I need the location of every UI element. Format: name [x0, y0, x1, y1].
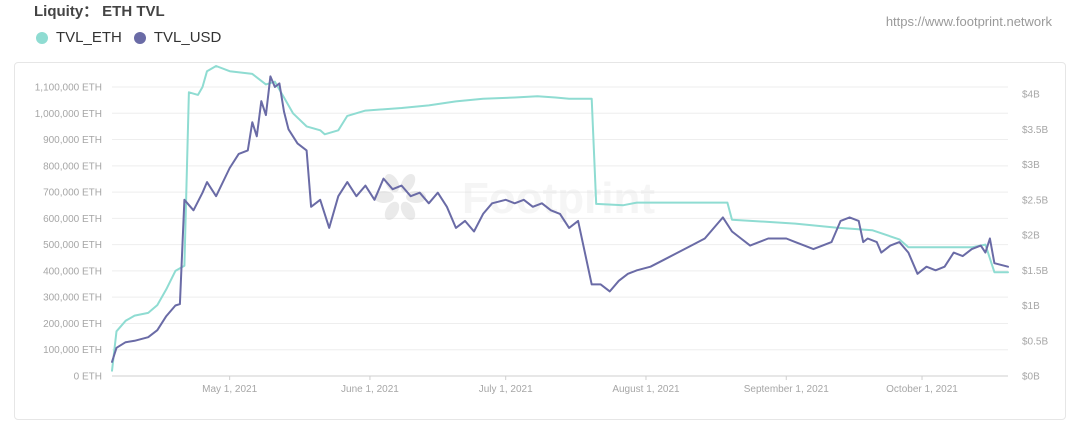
- y-right-tick-label: $1B: [1022, 301, 1040, 312]
- watermark-text: Footprint: [462, 174, 655, 223]
- y-right-tick-label: $1.5B: [1022, 266, 1048, 277]
- y-left-tick-label: 100,000 ETH: [43, 345, 102, 356]
- y-left-tick-label: 700,000 ETH: [43, 188, 102, 199]
- watermark-logo-petal: [400, 201, 416, 221]
- series-line-tvl-eth: [111, 65, 1009, 372]
- legend: TVL_ETH TVL_USD: [36, 29, 233, 46]
- legend-item-tvl-usd[interactable]: TVL_USD: [133, 29, 222, 46]
- series-line-tvl-usd: [111, 75, 1009, 363]
- x-tick-label: October 1, 2021: [886, 384, 958, 395]
- y-left-tick-label: 1,100,000 ETH: [35, 83, 102, 94]
- y-right-tick-label: $0.5B: [1022, 336, 1048, 347]
- y-right-tick-label: $2B: [1022, 231, 1040, 242]
- watermark: Footprint: [374, 173, 655, 223]
- source-link[interactable]: https://www.footprint.network: [885, 14, 1052, 29]
- y-right-tick-label: $2.5B: [1022, 195, 1048, 206]
- y-right-tick-label: $0B: [1022, 372, 1040, 383]
- watermark-layer: Footprint: [374, 173, 655, 223]
- y-left-tick-label: 600,000 ETH: [43, 214, 102, 225]
- title-prefix: Liquity：: [34, 3, 99, 20]
- legend-dot-tvl-usd: [133, 31, 146, 44]
- watermark-logo-petal: [384, 201, 400, 221]
- y-left-tick-label: 800,000 ETH: [43, 161, 102, 172]
- watermark-logo-petal: [374, 191, 394, 203]
- legend-label-tvl-usd: TVL_USD: [153, 29, 222, 46]
- x-tick-label: July 1, 2021: [479, 384, 533, 395]
- y-left-tick-label: 500,000 ETH: [43, 240, 102, 251]
- legend-label-tvl-eth: TVL_ETH: [56, 29, 122, 46]
- y-left-tick-label: 400,000 ETH: [43, 266, 102, 277]
- y-left-tick-label: 900,000 ETH: [43, 135, 102, 146]
- y-right-tick-label: $4B: [1022, 90, 1040, 101]
- legend-dot-tvl-eth: [36, 31, 48, 44]
- x-tick-label: September 1, 2021: [744, 384, 829, 395]
- series-layer: [111, 65, 1009, 372]
- chart-title: Liquity： ETH TVL: [34, 0, 165, 21]
- y-right-tick-label: $3.5B: [1022, 125, 1048, 136]
- x-tick-label: August 1, 2021: [612, 384, 680, 395]
- x-tick-label: June 1, 2021: [341, 384, 399, 395]
- title-main: ETH TVL: [102, 3, 165, 20]
- y-left-tick-label: 1,000,000 ETH: [35, 109, 102, 120]
- axis-layer: 0 ETH 100,000 ETH 200,000 ETH 300,000 ETH 40…: [35, 83, 1049, 396]
- chart-panel: [14, 62, 1066, 420]
- y-left-tick-label: 0 ETH: [74, 372, 102, 383]
- x-tick-label: May 1, 2021: [202, 384, 257, 395]
- y-left-tick-label: 300,000 ETH: [43, 293, 102, 304]
- y-left-tick-label: 200,000 ETH: [43, 319, 102, 330]
- legend-item-tvl-eth[interactable]: TVL_ETH: [36, 29, 122, 46]
- y-right-tick-label: $3B: [1022, 160, 1040, 171]
